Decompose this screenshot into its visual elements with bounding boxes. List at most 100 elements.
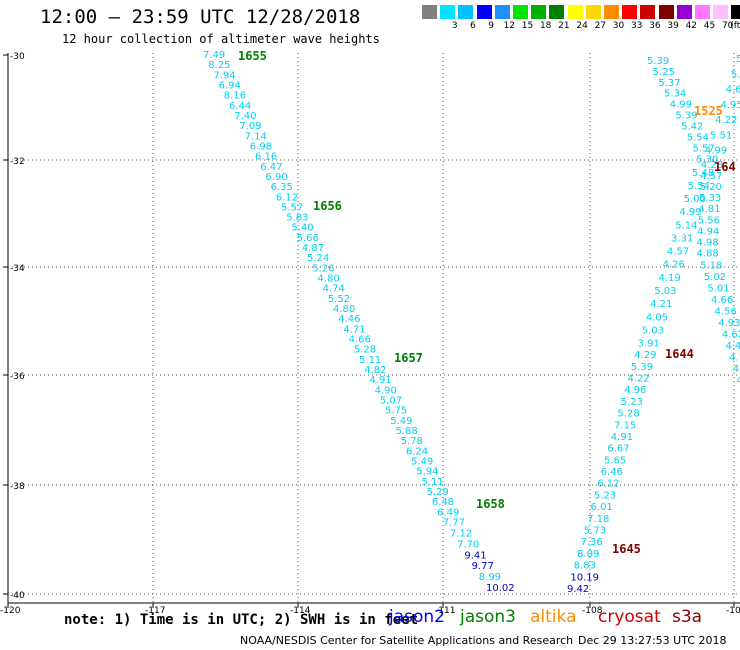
color-swatch-label: 30 [612,21,625,31]
color-swatch-label: 18 [539,21,552,31]
color-swatch-label: 21 [558,21,570,31]
wave-height-value: 7.77 [443,518,465,529]
wave-height-value: 6.44 [229,101,251,112]
credit-line: NOAA/NESDIS Center for Satellite Applica… [240,634,574,647]
wave-height-value: 5.37 [658,78,680,89]
color-swatch [713,5,729,19]
longitude-tick-label: -111 [435,606,455,616]
wave-height-value: 5.42 [681,121,703,132]
satellite-legend-altika: altika [530,607,577,627]
wave-height-value: 6.47 [260,162,282,173]
wave-height-value: 6.24 [406,446,428,457]
wave-height-value: 4.94 [697,226,719,237]
wave-height-value: 4.96 [624,385,646,396]
wave-height-value: 4.57 [667,247,689,258]
color-swatch [567,5,583,19]
color-swatch [458,5,474,19]
wave-height-value: 5.39 [631,362,653,373]
color-swatch [658,5,674,19]
color-swatch-label: 33 [630,21,643,31]
color-swatch [676,5,692,19]
color-swatch [695,5,710,19]
wave-height-value: 5.01 [707,283,729,294]
wave-height-value: 5.75 [385,406,407,417]
wave-height-value: 5.23 [621,397,643,408]
wave-height-value: 10.19 [570,572,599,583]
longitude-tick-label: -120 [0,606,21,616]
wave-height-value: 5.65 [604,455,626,466]
wave-height-value: 4.91 [369,375,391,386]
wave-height-value: 7.70 [457,539,479,550]
wave-height-value: 5.00 [684,194,706,205]
wave-height-value: 8.99 [479,572,501,583]
wave-height-value: 4.22 [715,115,737,126]
wave-height-value: 4.8 [733,364,740,375]
wave-height-value: 5.39 [675,111,697,122]
wave-height-value: 5.48 [692,168,714,179]
wave-height-value: 4.82 [364,365,386,376]
satellite-legend-jason2: jason2 [389,607,445,627]
wave-height-value: 5.49 [390,416,412,427]
wave-height-value: 5.94 [416,467,438,478]
wave-height-value: 5.28 [354,345,376,356]
generation-timestamp: Dec 29 13:27:53 UTC 2018 [578,634,727,647]
wave-height-value: 5.88 [395,426,417,437]
wave-height-value: 6.01 [591,502,613,513]
wave-height-value: 4.1 [729,352,740,363]
wave-height-value: 4.87 [302,243,324,254]
color-swatch [513,5,528,19]
satellite-legend-s3a: s3a [672,607,703,627]
latitude-tick-label: -32 [10,157,25,167]
wave-height-value: 5.34 [664,89,686,100]
wave-height-value: 5.34 [731,69,740,80]
wave-height-value: 5.11 [359,355,381,366]
color-swatch [440,5,456,19]
wave-height-value: 4.29 [634,350,656,361]
wave-height-value: 4.19 [658,273,680,284]
wave-height-value: 5.54 [687,132,709,143]
wave-height-value: 4.46 [338,314,360,325]
satellite-legend-cryosat: cryosat [598,607,661,627]
color-swatch-label: 42 [685,21,698,31]
wave-height-value: 7.14 [245,131,267,142]
wave-height-value: 4. [736,375,740,386]
wave-height-value: 5.28 [617,409,639,420]
wave-height-value: 7.15 [614,420,636,431]
wave-height-value: 4.90 [375,385,397,396]
wave-height-value: 4.28 [701,160,723,171]
color-swatch-label: 45 [703,21,716,31]
wave-height-value: 5.54 [688,181,710,192]
wave-height-value: 4.22 [628,373,650,384]
pass-time-label: 1644 [665,347,694,361]
color-swatch [531,5,547,19]
wave-height-value: 5.51 [710,130,732,141]
wave-height-value: 6.49 [437,507,459,518]
color-swatch [422,5,437,19]
wave-height-value: 5.61 [736,54,740,65]
color-swatch [604,5,619,19]
wave-height-value: 5.40 [291,223,313,234]
wave-height-value: 5.56 [698,215,720,226]
wave-height-value: 8.09 [577,549,599,560]
wave-height-value: 5.30 [696,155,718,166]
wave-height-value: 5.57 [281,202,303,213]
wave-height-value: 9.42 [567,584,589,595]
pass-time-label: 1657 [394,351,423,365]
wave-height-value: 4.66 [349,335,371,346]
wave-height-value: 6.90 [265,172,287,183]
color-swatch-label: 15 [521,21,534,31]
wave-height-value: 6.35 [271,182,293,193]
wave-height-value: 6.98 [250,141,272,152]
wave-height-value: 4.05 [646,312,668,323]
satellite-legend-jason3: jason3 [460,607,516,627]
wave-height-value: 4.81 [698,204,720,215]
wave-height-value: 4.26 [663,260,685,271]
wave-height-value: 6.67 [607,444,629,455]
wave-height-value: 5.11 [421,477,443,488]
wave-height-value: 5.03 [642,325,664,336]
wave-height-value: 5.39 [647,56,669,67]
wave-height-value: 4.99 [670,100,692,111]
pass-time-label: 1656 [313,199,342,213]
color-swatch [731,5,740,19]
